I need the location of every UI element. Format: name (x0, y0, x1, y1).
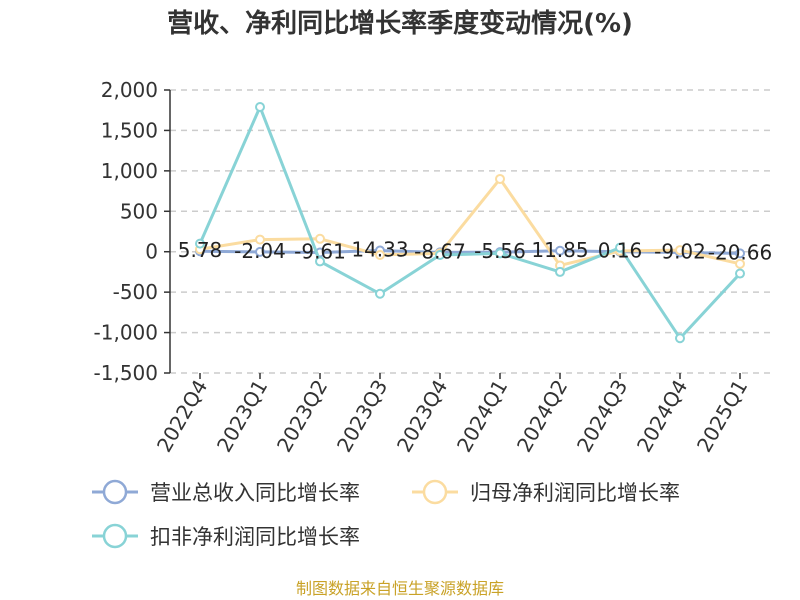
series-1-point (735, 248, 745, 259)
data-label: -2.04 (234, 239, 286, 263)
y-tick-label: -1,500 (94, 361, 158, 385)
series-2-point (255, 234, 265, 245)
series-line-2 (199, 177, 741, 267)
legend-marker-1 (102, 479, 128, 505)
series-3-point (255, 101, 265, 112)
x-tick-label: 2023Q4 (392, 376, 452, 457)
series-1-point (255, 246, 265, 257)
legend-marker-2 (422, 479, 448, 505)
series-3-point (615, 242, 625, 253)
source-note: 制图数据来自恒生聚源数据库 (296, 579, 504, 598)
x-tick-label: 2022Q4 (152, 376, 212, 457)
series-3-point (195, 238, 205, 249)
x-tick-label: 2023Q2 (272, 376, 332, 457)
y-tick-label: 1,500 (101, 118, 158, 142)
series-2-point (675, 245, 685, 256)
y-tick-label: 500 (120, 199, 158, 223)
data-label: 5.78 (178, 238, 223, 262)
data-label: 14.33 (351, 238, 408, 262)
y-tick-label: -1,000 (94, 321, 158, 345)
series-line-1 (199, 249, 741, 255)
data-label: 11.85 (531, 238, 588, 262)
y-tick-label: 2,000 (101, 78, 158, 102)
y-tick-label: 0 (145, 240, 158, 264)
series-3-point (675, 333, 685, 344)
data-label: -8.67 (414, 239, 466, 263)
series-2-point (735, 258, 745, 269)
x-axis: 2022Q4 2023Q1 2023Q2 2023Q3 2023Q4 2024Q1 2024… (152, 373, 752, 456)
legend-label-3: 扣非净利润同比增长率 (150, 525, 360, 549)
series-layer (195, 101, 745, 344)
data-label: -20.66 (708, 240, 772, 264)
x-tick-label: 2023Q1 (212, 376, 272, 457)
x-tick-label: 2025Q1 (692, 376, 752, 457)
legend-label-2: 归母净利润同比增长率 (470, 481, 680, 505)
series-3-point (495, 248, 505, 259)
legend-label-1: 营业总收入同比增长率 (150, 481, 360, 505)
series-3-point (735, 268, 745, 279)
data-label: -5.56 (474, 239, 526, 263)
x-tick-label: 2024Q2 (512, 376, 572, 457)
data-label: -9.02 (654, 239, 706, 263)
series-1-point (555, 245, 565, 256)
y-tick-label: -500 (113, 280, 158, 304)
y-axis: 2,000 1,500 1,000 500 0 -500 -1,000 -1,500 (94, 78, 171, 385)
x-tick-label: 2024Q1 (452, 376, 512, 457)
series-3-point (555, 266, 565, 277)
x-tick-label: 2024Q3 (572, 376, 632, 457)
series-2-point (315, 233, 325, 244)
x-tick-label: 2024Q4 (632, 376, 692, 457)
x-tick-label: 2023Q3 (332, 376, 392, 457)
series-2-point (375, 249, 385, 260)
data-label: -9.61 (294, 239, 346, 263)
series-3-point (435, 249, 445, 260)
series-line-3 (198, 105, 742, 340)
data-label: 0.16 (598, 239, 643, 263)
grid (170, 89, 770, 374)
series-2-point (495, 173, 505, 184)
chart-title: 营收、净利同比增长率季度变动情况(%) (167, 8, 633, 39)
legend-marker-3 (102, 523, 128, 549)
data-labels: 5.78 -2.04 -9.61 14.33 -8.67 -5.56 11.85 0.16 -9… (178, 238, 773, 265)
y-tick-label: 1,000 (101, 159, 158, 183)
series-3-point (375, 288, 385, 299)
series-3-point (315, 256, 325, 267)
